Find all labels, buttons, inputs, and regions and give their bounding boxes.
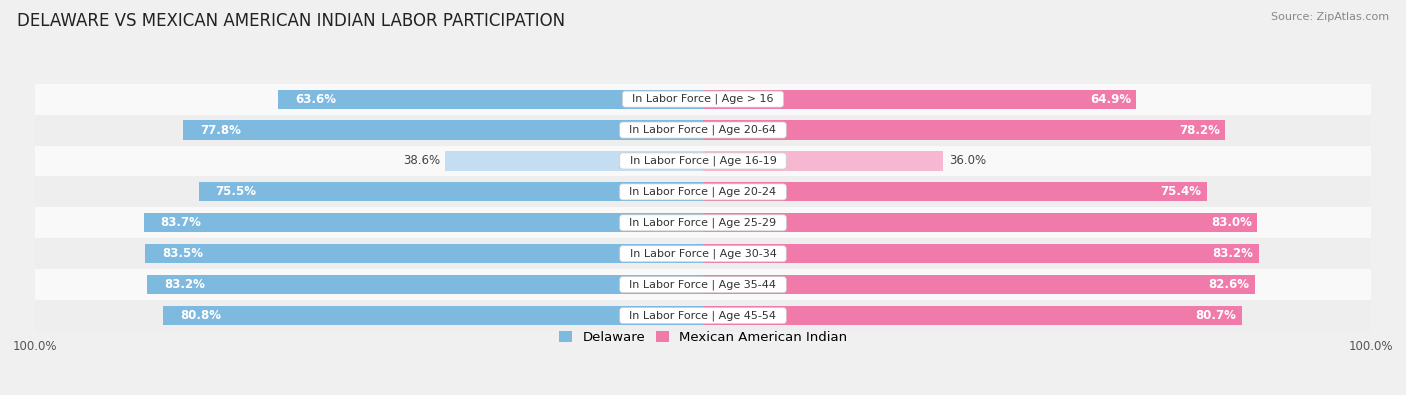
- Bar: [703, 182, 1206, 201]
- Legend: Delaware, Mexican American Indian: Delaware, Mexican American Indian: [553, 326, 853, 350]
- Text: 77.8%: 77.8%: [200, 124, 240, 137]
- Text: 78.2%: 78.2%: [1180, 124, 1220, 137]
- Bar: [703, 151, 943, 171]
- Bar: [35, 177, 1371, 207]
- Bar: [703, 90, 1136, 109]
- Bar: [35, 84, 1371, 115]
- Bar: [278, 90, 703, 109]
- Bar: [35, 238, 1371, 269]
- Text: In Labor Force | Age 30-34: In Labor Force | Age 30-34: [623, 248, 783, 259]
- Text: DELAWARE VS MEXICAN AMERICAN INDIAN LABOR PARTICIPATION: DELAWARE VS MEXICAN AMERICAN INDIAN LABO…: [17, 12, 565, 30]
- Text: In Labor Force | Age 20-64: In Labor Force | Age 20-64: [623, 125, 783, 135]
- Text: 83.2%: 83.2%: [165, 278, 205, 291]
- Text: 83.0%: 83.0%: [1211, 216, 1251, 229]
- Bar: [143, 213, 703, 232]
- Bar: [145, 244, 703, 263]
- Bar: [183, 120, 703, 139]
- Bar: [35, 269, 1371, 300]
- Bar: [703, 275, 1254, 294]
- Text: 63.6%: 63.6%: [295, 92, 336, 105]
- Bar: [35, 207, 1371, 238]
- Text: 80.8%: 80.8%: [180, 309, 221, 322]
- Text: 80.7%: 80.7%: [1195, 309, 1237, 322]
- Text: In Labor Force | Age 35-44: In Labor Force | Age 35-44: [623, 279, 783, 290]
- Bar: [703, 244, 1258, 263]
- Bar: [703, 306, 1241, 325]
- Text: 36.0%: 36.0%: [949, 154, 986, 167]
- Text: In Labor Force | Age 20-24: In Labor Force | Age 20-24: [623, 187, 783, 197]
- Text: In Labor Force | Age 16-19: In Labor Force | Age 16-19: [623, 156, 783, 166]
- Bar: [703, 120, 1225, 139]
- Text: Source: ZipAtlas.com: Source: ZipAtlas.com: [1271, 12, 1389, 22]
- Bar: [446, 151, 703, 171]
- Bar: [703, 213, 1257, 232]
- Text: 83.7%: 83.7%: [160, 216, 201, 229]
- Text: 83.5%: 83.5%: [162, 247, 202, 260]
- Text: In Labor Force | Age > 16: In Labor Force | Age > 16: [626, 94, 780, 104]
- Text: 75.4%: 75.4%: [1160, 185, 1201, 198]
- Text: 38.6%: 38.6%: [402, 154, 440, 167]
- Text: 64.9%: 64.9%: [1090, 92, 1130, 105]
- Bar: [35, 115, 1371, 145]
- Bar: [35, 145, 1371, 177]
- Bar: [35, 300, 1371, 331]
- Bar: [148, 275, 703, 294]
- Text: 83.2%: 83.2%: [1212, 247, 1253, 260]
- Text: 82.6%: 82.6%: [1208, 278, 1250, 291]
- Text: In Labor Force | Age 45-54: In Labor Force | Age 45-54: [623, 310, 783, 321]
- Bar: [163, 306, 703, 325]
- Text: 75.5%: 75.5%: [215, 185, 256, 198]
- Bar: [198, 182, 703, 201]
- Text: In Labor Force | Age 25-29: In Labor Force | Age 25-29: [623, 218, 783, 228]
